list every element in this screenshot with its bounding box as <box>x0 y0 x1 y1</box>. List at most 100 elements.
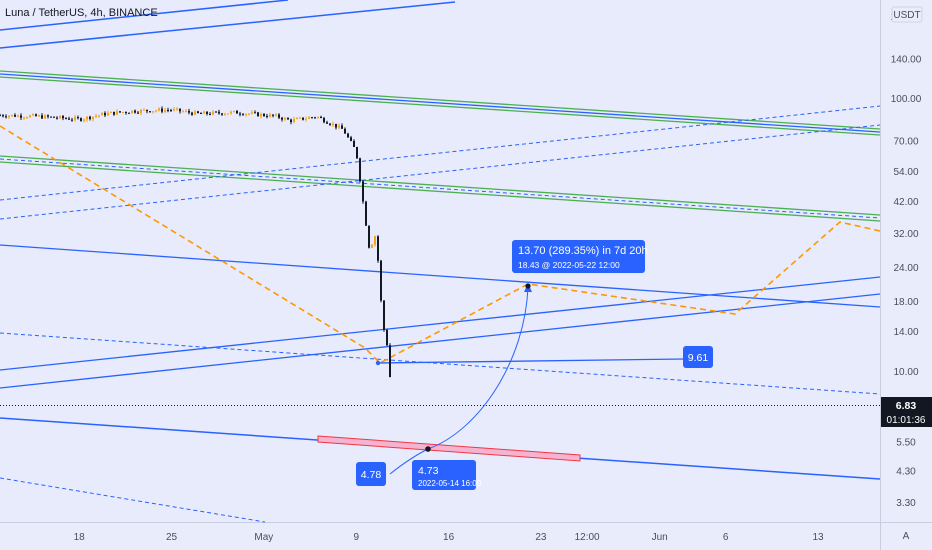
candle-down[interactable] <box>125 112 127 114</box>
green-channel-lower-1[interactable] <box>0 155 881 216</box>
candlestick-series[interactable] <box>0 106 391 378</box>
candle-down[interactable] <box>71 119 73 121</box>
candle-up[interactable] <box>29 115 31 118</box>
candle-down[interactable] <box>365 201 367 226</box>
candle-up[interactable] <box>8 115 10 118</box>
projection-path[interactable] <box>0 125 881 364</box>
candle-up[interactable] <box>227 113 229 115</box>
label-478-box[interactable] <box>356 462 386 486</box>
candle-up[interactable] <box>293 119 295 123</box>
candle-up[interactable] <box>194 111 196 115</box>
candle-down[interactable] <box>314 117 316 119</box>
candle-down[interactable] <box>20 115 22 118</box>
candle-down[interactable] <box>179 108 181 112</box>
candle-up[interactable] <box>152 111 154 113</box>
candle-up[interactable] <box>23 117 25 119</box>
candle-down[interactable] <box>2 115 4 117</box>
candle-down[interactable] <box>161 108 163 112</box>
candle-down[interactable] <box>62 116 64 119</box>
candle-down[interactable] <box>302 117 304 120</box>
candle-down[interactable] <box>380 260 382 301</box>
candle-down[interactable] <box>377 236 379 261</box>
candle-down[interactable] <box>350 137 352 141</box>
candle-down[interactable] <box>356 147 358 159</box>
candle-up[interactable] <box>260 113 262 117</box>
trendline-top-2[interactable] <box>0 1 456 49</box>
label-961-box[interactable] <box>683 346 713 368</box>
candle-up[interactable] <box>131 110 133 113</box>
candle-up[interactable] <box>308 117 310 119</box>
candle-down[interactable] <box>215 111 217 113</box>
rising-trendline-1[interactable] <box>0 276 881 371</box>
candle-up[interactable] <box>251 112 253 114</box>
candle-down[interactable] <box>167 110 169 112</box>
candle-up[interactable] <box>275 114 277 116</box>
candle-down[interactable] <box>344 128 346 134</box>
candle-up[interactable] <box>182 111 184 113</box>
candle-down[interactable] <box>257 112 259 117</box>
dashed-rising-line-1[interactable] <box>0 105 881 201</box>
time-axis-area[interactable] <box>0 522 932 550</box>
candle-down[interactable] <box>137 112 139 114</box>
auto-scale-toggle[interactable]: A <box>903 531 910 542</box>
candle-down[interactable] <box>323 117 325 123</box>
candle-down[interactable] <box>362 181 364 202</box>
candle-down[interactable] <box>359 158 361 182</box>
candle-up[interactable] <box>44 115 46 119</box>
candle-down[interactable] <box>128 112 130 114</box>
green-channel-lower-2[interactable] <box>0 161 881 222</box>
candle-down[interactable] <box>0 115 1 117</box>
candle-down[interactable] <box>221 113 223 115</box>
candle-down[interactable] <box>386 330 388 346</box>
candle-down[interactable] <box>41 115 43 119</box>
candle-down[interactable] <box>242 114 244 116</box>
candle-down[interactable] <box>53 116 55 118</box>
candle-up[interactable] <box>245 113 247 115</box>
green-channel-upper-mid[interactable] <box>0 73 881 133</box>
candle-down[interactable] <box>287 118 289 120</box>
candle-down[interactable] <box>236 110 238 114</box>
candle-up[interactable] <box>230 111 232 114</box>
candle-up[interactable] <box>116 111 118 115</box>
candle-down[interactable] <box>239 113 241 115</box>
candle-down[interactable] <box>80 118 82 121</box>
candle-down[interactable] <box>368 225 370 248</box>
level-961-anchor[interactable] <box>375 360 381 366</box>
candle-down[interactable] <box>50 116 52 118</box>
candle-up[interactable] <box>371 244 373 248</box>
dashed-descending-line[interactable] <box>0 332 881 395</box>
candle-down[interactable] <box>104 112 106 116</box>
descending-trendline[interactable] <box>0 244 881 308</box>
candle-up[interactable] <box>233 110 235 112</box>
candle-up[interactable] <box>338 125 340 128</box>
projection-arrow[interactable] <box>389 286 529 475</box>
candle-down[interactable] <box>188 110 190 113</box>
candle-down[interactable] <box>266 116 268 118</box>
candle-down[interactable] <box>209 113 211 115</box>
candle-down[interactable] <box>149 111 151 113</box>
candle-down[interactable] <box>89 116 91 120</box>
candle-up[interactable] <box>248 113 250 115</box>
candle-up[interactable] <box>296 118 298 120</box>
currency-label-box[interactable] <box>891 6 923 23</box>
candle-up[interactable] <box>122 112 124 114</box>
candle-down[interactable] <box>77 117 79 119</box>
candle-down[interactable] <box>200 113 202 115</box>
candle-up[interactable] <box>305 118 307 120</box>
candle-up[interactable] <box>332 123 334 125</box>
candle-up[interactable] <box>374 236 376 245</box>
candle-down[interactable] <box>326 122 328 124</box>
candle-down[interactable] <box>191 112 193 115</box>
dashed-bottom-line[interactable] <box>0 477 266 523</box>
candle-down[interactable] <box>290 119 292 123</box>
candle-up[interactable] <box>140 109 142 113</box>
candle-down[interactable] <box>389 345 391 378</box>
candle-up[interactable] <box>86 116 88 120</box>
green-channel-upper-2[interactable] <box>0 76 881 136</box>
candle-down[interactable] <box>206 111 208 114</box>
candle-down[interactable] <box>170 110 172 112</box>
candle-up[interactable] <box>155 110 157 112</box>
candle-up[interactable] <box>284 118 286 120</box>
candle-down[interactable] <box>146 109 148 112</box>
